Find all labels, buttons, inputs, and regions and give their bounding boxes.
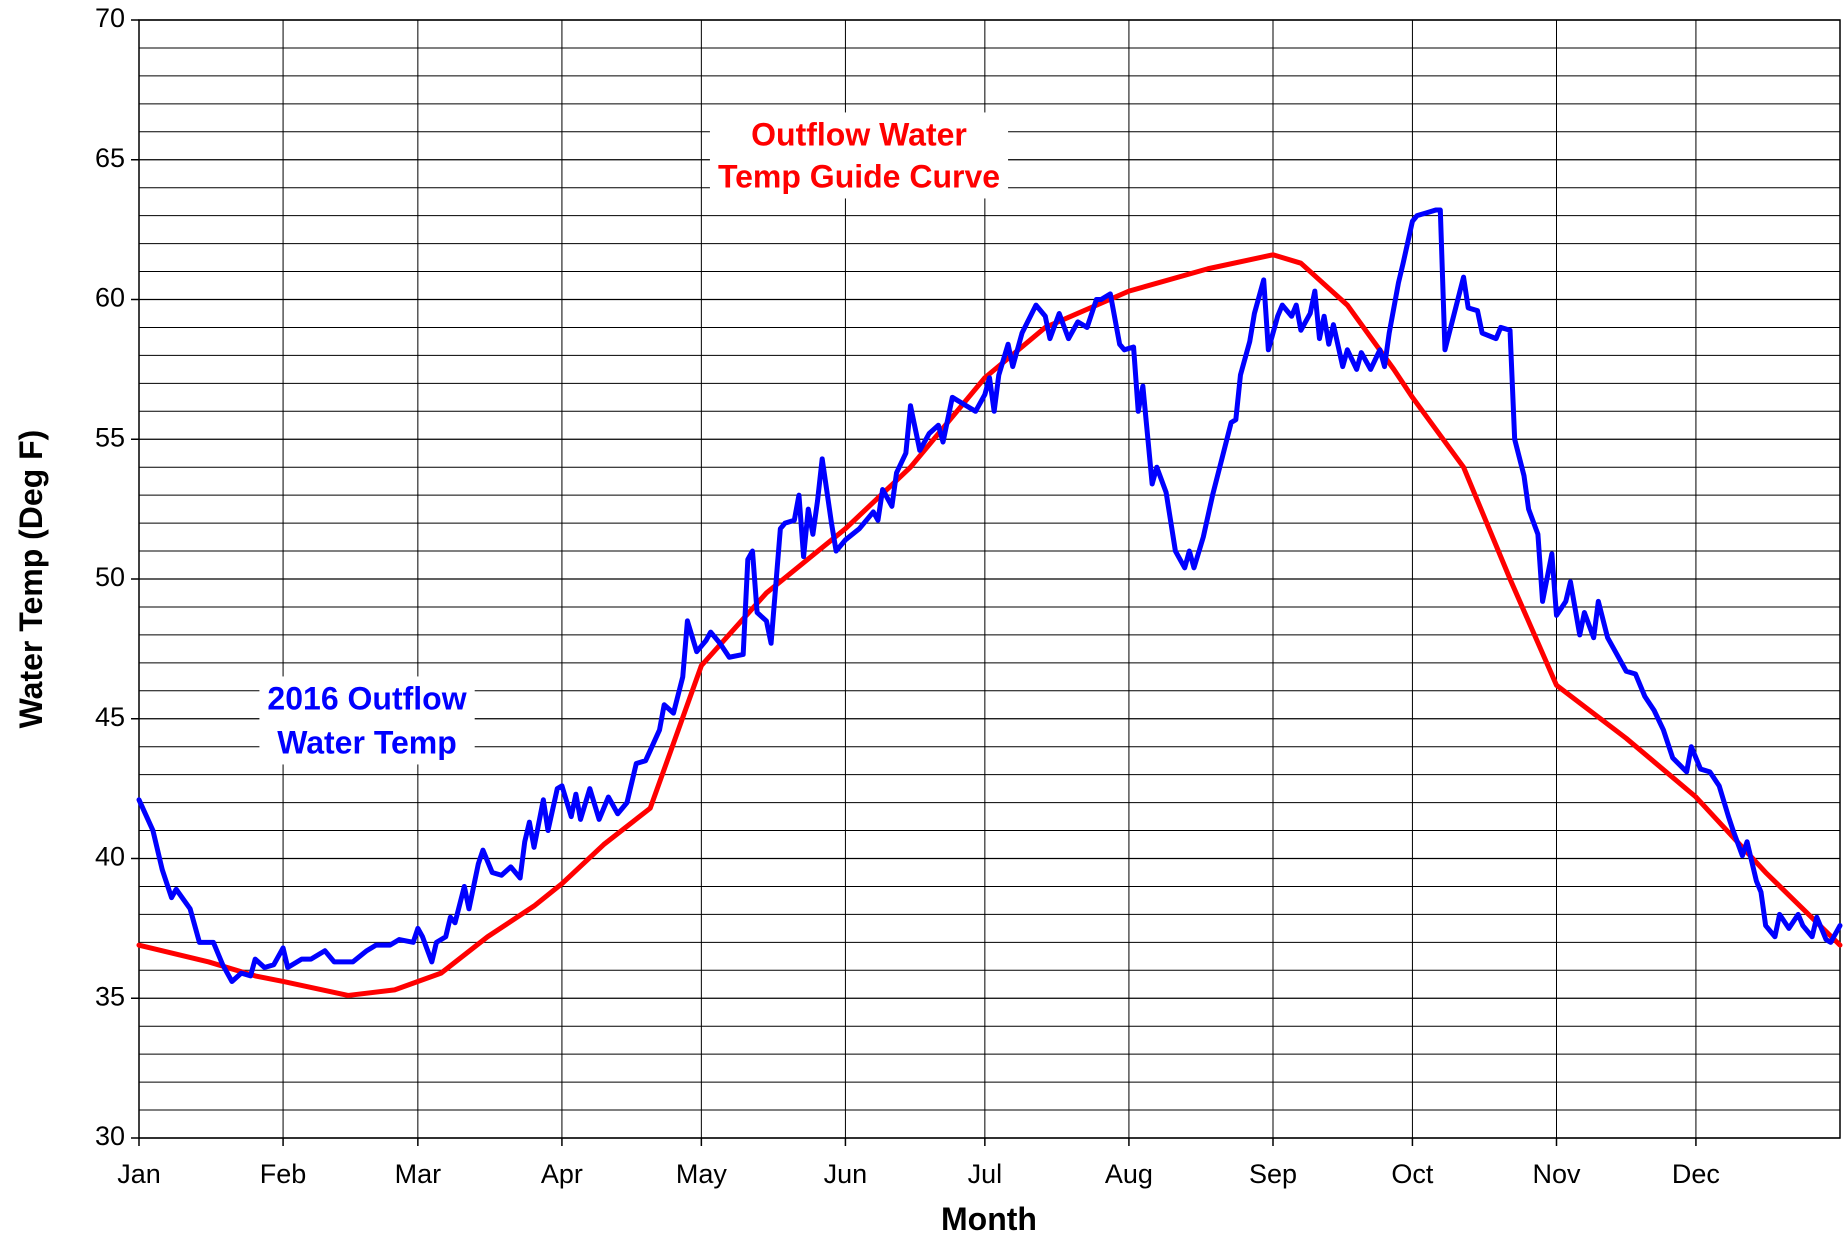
x-tick-label: Sep	[1249, 1159, 1297, 1189]
x-tick-label: Apr	[541, 1159, 583, 1189]
y-tick-label: 40	[95, 842, 125, 872]
series-line	[136, 207, 1843, 984]
y-tick-label: 65	[95, 143, 125, 173]
x-tick-label: Nov	[1532, 1159, 1581, 1189]
y-tick-label: 45	[95, 702, 125, 732]
y-tick-label: 50	[95, 562, 125, 592]
y-axis-title: Water Temp (Deg F)	[13, 430, 49, 729]
annotation-bg	[709, 112, 1009, 199]
annotation-text: Outflow Water	[751, 116, 967, 152]
y-tick-label: 55	[95, 422, 125, 452]
y-tick-label: 35	[95, 981, 125, 1011]
x-tick-label: Jun	[824, 1159, 868, 1189]
plot-frame	[138, 19, 1841, 1139]
x-tick-label: Dec	[1672, 1159, 1720, 1189]
annotation-text: Water Temp	[277, 724, 457, 760]
annotation-bg	[259, 676, 475, 765]
x-tick-label: Jul	[968, 1159, 1003, 1189]
x-tick-label: Aug	[1105, 1159, 1153, 1189]
x-tick-label: Feb	[260, 1159, 307, 1189]
x-tick-label: Oct	[1391, 1159, 1434, 1189]
annotation-text: Temp Guide Curve	[718, 158, 1000, 194]
x-tick-label: May	[676, 1159, 728, 1189]
x-axis-title: Month	[941, 1201, 1037, 1237]
annotation: 2016 Outflow Water Temp	[259, 676, 475, 765]
y-tick-label: 70	[95, 3, 125, 33]
x-tick-label: Mar	[395, 1159, 442, 1189]
annotation-text: 2016 Outflow	[267, 680, 466, 716]
y-tick-label: 60	[95, 283, 125, 313]
annotation: Outflow Water Temp Guide Curve	[709, 112, 1009, 199]
x-tick-label: Jan	[117, 1159, 161, 1189]
y-tick-label: 30	[95, 1121, 125, 1151]
series-line	[136, 252, 1843, 998]
